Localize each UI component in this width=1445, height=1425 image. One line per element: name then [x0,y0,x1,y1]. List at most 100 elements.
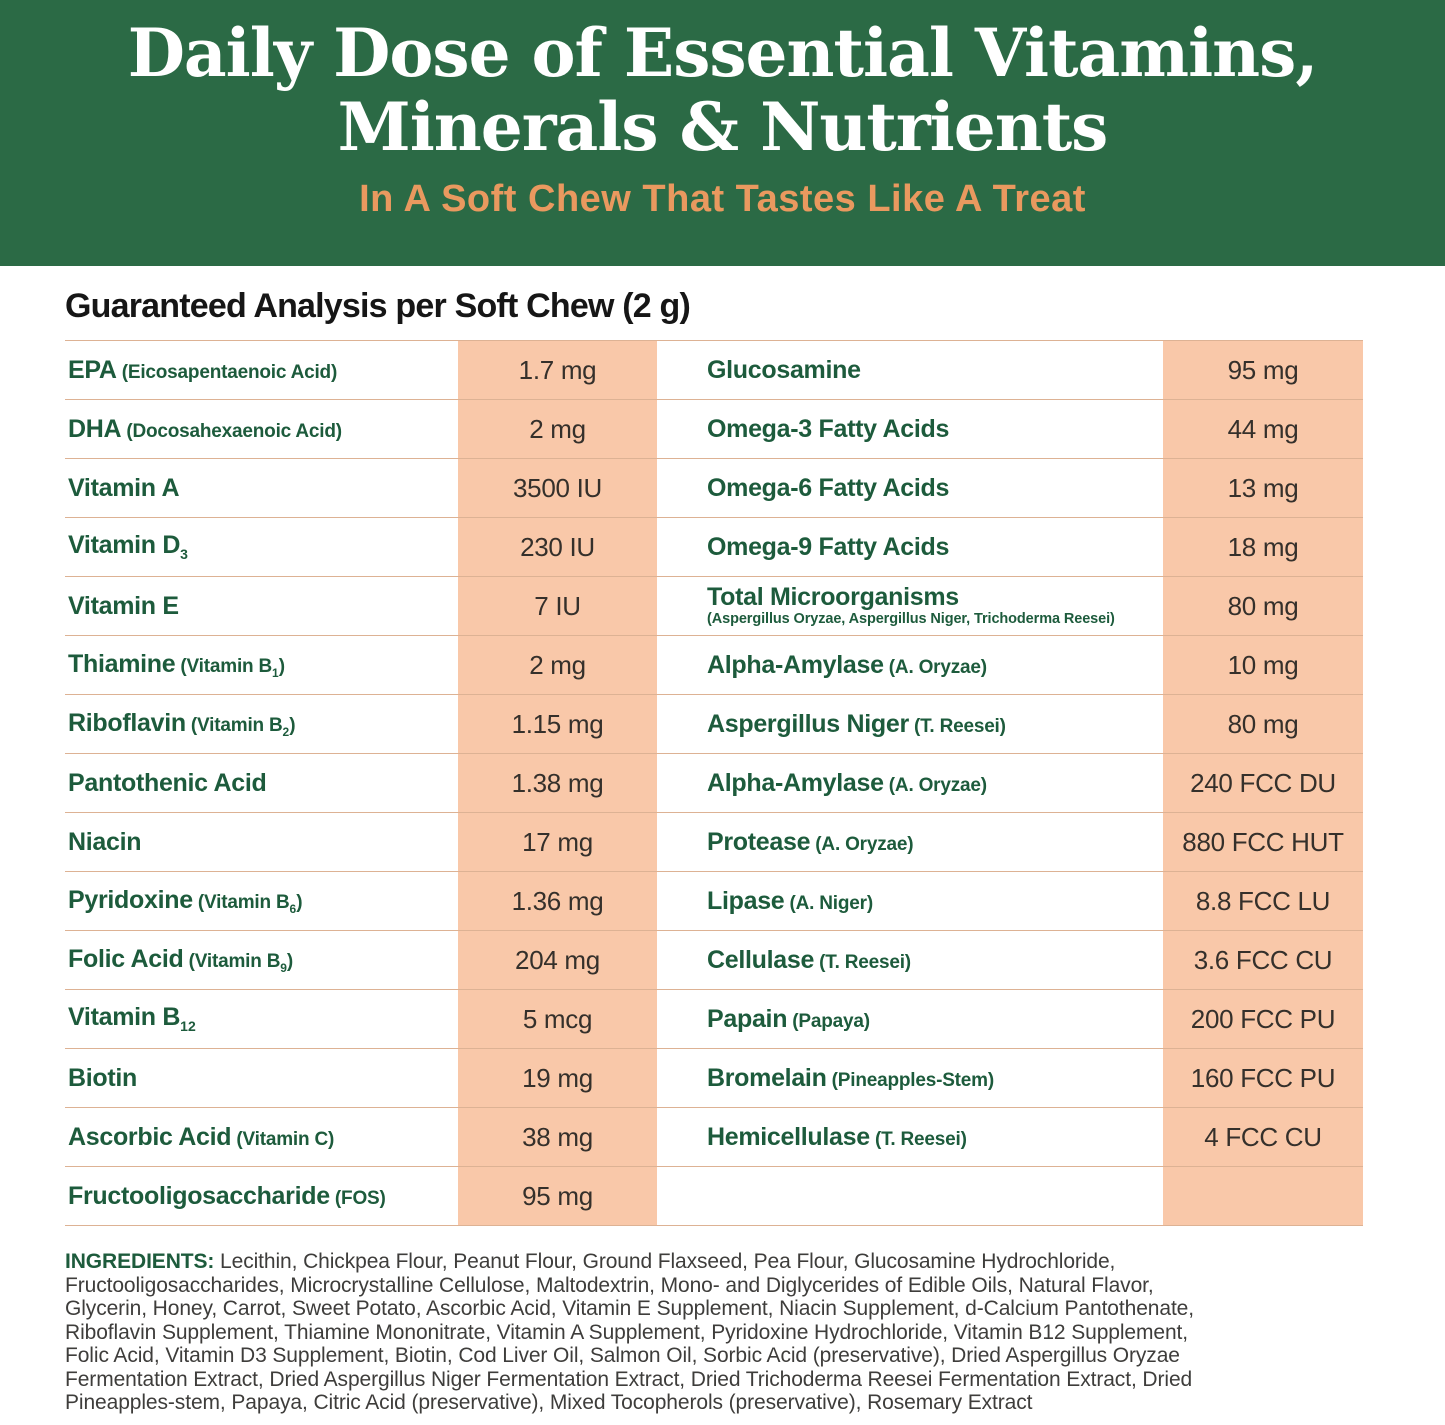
nutrient-label: Papain (Papaya) [657,990,1163,1048]
nutrient-name: Biotin [68,1063,138,1092]
nutrient-value: 3.6 FCC CU [1163,931,1363,989]
nutrient-value: 1.15 mg [458,695,657,753]
nutrient-label: Pyridoxine (Vitamin B6) [65,872,458,930]
nutrient-name: EPA (Eicosapentaenoic Acid) [68,355,338,384]
table-row: Riboflavin (Vitamin B2) 1.15 mg Aspergillu… [65,695,1363,754]
nutrient-value [1163,1167,1363,1225]
banner-subtitle: In A Soft Chew That Tastes Like A Treat [359,178,1086,220]
ingredients-line: Riboflavin Supplement, Thiamine Mononitr… [65,1320,1189,1344]
nutrient-name: Vitamin D3 [68,531,188,563]
ingredients-label: INGREDIENTS: [65,1250,221,1273]
nutrient-label: Riboflavin (Vitamin B2) [65,695,458,753]
ingredients-line: Glycerin, Honey, Carrot, Sweet Potato, A… [65,1297,1194,1320]
nutrient-name: Cellulase (T. Reesei) [707,945,911,974]
nutrient-name: Glucosamine [707,355,861,384]
nutrient-value: 13 mg [1163,459,1363,517]
nutrient-label: Omega-9 Fatty Acids [657,518,1163,576]
table-row: Pantothenic Acid 1.38 mg Alpha-Amylase (A.… [65,754,1363,813]
table-row: EPA (Eicosapentaenoic Acid) 1.7 mg Glucosa… [65,341,1363,400]
nutrient-label: Pantothenic Acid [65,754,458,812]
nutrient-name: Riboflavin (Vitamin B2) [68,708,296,739]
nutrient-value: 1.36 mg [458,872,657,930]
nutrient-name: Protease (A. Oryzae) [707,827,914,856]
nutrient-name: Ascorbic Acid (Vitamin C) [68,1122,335,1151]
table-row: Thiamine (Vitamin B1) 2 mg Alpha-Amylase (… [65,636,1363,695]
nutrient-value: 95 mg [458,1167,657,1225]
nutrient-value: 10 mg [1163,636,1363,694]
nutrient-label: Fructooligosaccharide (FOS) [65,1167,458,1225]
nutrient-value: 80 mg [1163,695,1363,753]
nutrient-label: Cellulase (T. Reesei) [657,931,1163,989]
table-row: Vitamin D3 230 IU Omega-9 Fatty Acids 18 mg [65,518,1363,577]
nutrient-label: Vitamin D3 [65,518,458,576]
nutrient-label: Ascorbic Acid (Vitamin C) [65,1108,458,1166]
nutrient-name: Pyridoxine (Vitamin B6) [68,885,303,916]
table-row: Ascorbic Acid (Vitamin C) 38 mg Hemicellul… [65,1108,1363,1167]
nutrient-value: 3500 IU [458,459,657,517]
nutrient-value: 1.38 mg [458,754,657,812]
nutrient-name: Alpha-Amylase (A. Oryzae) [707,768,987,797]
nutrient-label [657,1167,1163,1225]
table-row: DHA (Docosahexaenoic Acid) 2 mg Omega-3 Fa… [65,400,1363,459]
nutrient-label: Lipase (A. Niger) [657,872,1163,930]
nutrient-value: 1.7 mg [458,341,657,399]
nutrient-note: (Aspergillus Oryzae, Aspergillus Niger, … [707,611,1115,628]
nutrient-label: Omega-3 Fatty Acids [657,400,1163,458]
nutrient-value: 18 mg [1163,518,1363,576]
nutrient-value: 17 mg [458,813,657,871]
nutrient-label: Thiamine (Vitamin B1) [65,636,458,694]
banner-title-line2: Minerals & Nutrients [337,88,1109,166]
nutrient-label: Bromelain (Pineapples-Stem) [657,1049,1163,1107]
table-row: Fructooligosaccharide (FOS) 95 mg [65,1167,1363,1226]
nutrient-label: Biotin [65,1049,458,1107]
nutrient-label: Hemicellulase (T. Reesei) [657,1108,1163,1166]
nutrient-value: 2 mg [458,636,657,694]
nutrient-label: Glucosamine [657,341,1163,399]
nutrient-name: Total Microorganisms [707,582,959,611]
product-banner: Daily Dose of Essential Vitamins, Minera… [0,0,1445,266]
nutrient-name: Lipase (A. Niger) [707,886,873,915]
table-row: Biotin 19 mg Bromelain (Pineapples-Stem) 16… [65,1049,1363,1108]
nutrient-value: 240 FCC DU [1163,754,1363,812]
nutrient-value: 200 FCC PU [1163,990,1363,1048]
nutrient-value: 204 mg [458,931,657,989]
table-row: Pyridoxine (Vitamin B6) 1.36 mg Lipase (A.… [65,872,1363,931]
ingredients-line: Fermentation Extract, Dried Aspergillus … [65,1367,1193,1391]
nutrient-label: Aspergillus Niger (T. Reesei) [657,695,1163,753]
nutrient-label: DHA (Docosahexaenoic Acid) [65,400,458,458]
nutrient-name: DHA (Docosahexaenoic Acid) [68,414,342,443]
nutrient-value: 44 mg [1163,400,1363,458]
nutrient-label: Folic Acid (Vitamin B9) [65,931,458,989]
table-row: Folic Acid (Vitamin B9) 204 mg Cellulase (… [65,931,1363,990]
nutrient-name: Pantothenic Acid [68,768,267,797]
nutrient-name: Thiamine (Vitamin B1) [68,649,285,680]
table-row: Vitamin A 3500 IU Omega-6 Fatty Acids 13 mg [65,459,1363,518]
nutrient-label: Alpha-Amylase (A. Oryzae) [657,754,1163,812]
nutrient-label: Alpha-Amylase (A. Oryzae) [657,636,1163,694]
nutrient-name: Vitamin E [68,591,179,620]
nutrient-name: Folic Acid (Vitamin B9) [68,944,294,975]
analysis-heading: Guaranteed Analysis per Soft Chew (2 g) [65,287,691,325]
nutrient-value: 230 IU [458,518,657,576]
nutrient-name: Aspergillus Niger (T. Reesei) [707,709,1006,738]
table-row: Niacin 17 mg Protease (A. Oryzae) 880 FCC H… [65,813,1363,872]
nutrient-value: 4 FCC CU [1163,1108,1363,1166]
nutrient-value: 160 FCC PU [1163,1049,1363,1107]
nutrient-label: Omega-6 Fatty Acids [657,459,1163,517]
nutrient-value: 8.8 FCC LU [1163,872,1363,930]
nutrient-value: 38 mg [458,1108,657,1166]
nutrient-label: EPA (Eicosapentaenoic Acid) [65,341,458,399]
analysis-table: EPA (Eicosapentaenoic Acid) 1.7 mg Glucosa… [65,340,1363,1226]
nutrient-value: 80 mg [1163,577,1363,635]
nutrient-name: Niacin [68,827,142,856]
table-row: Vitamin B12 5 mcg Papain (Papaya) 200 FCC P… [65,990,1363,1049]
nutrient-label: Vitamin E [65,577,458,635]
nutrient-name: Omega-3 Fatty Acids [707,414,950,443]
nutrient-value: 5 mcg [458,990,657,1048]
nutrient-value: 7 IU [458,577,657,635]
nutrient-label: Niacin [65,813,458,871]
nutrient-label: Total Microorganisms (Aspergillus Oryzae,… [657,577,1163,635]
nutrient-name: Omega-6 Fatty Acids [707,473,950,502]
ingredients-line: Fructooligosaccharides, Microcrystalline… [65,1273,1154,1297]
ingredients-line: INGREDIENTS: Lecithin, Chickpea Flour, P… [65,1250,1116,1273]
